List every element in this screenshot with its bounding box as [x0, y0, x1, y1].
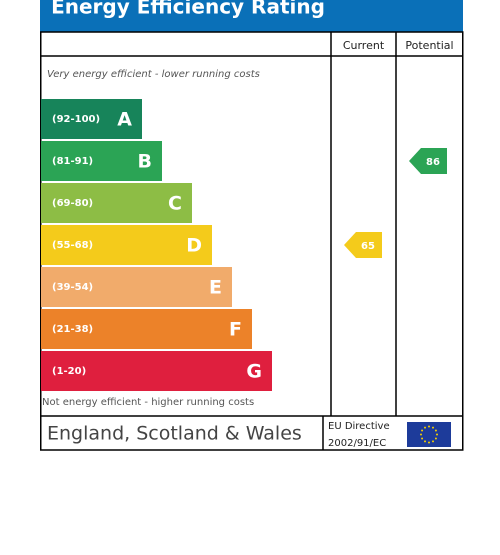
current-value: 65: [361, 241, 375, 252]
star: [428, 425, 430, 428]
star: [421, 429, 424, 432]
potential-arrow: [409, 148, 447, 174]
band-bar: [41, 267, 232, 307]
header-potential: Potential: [405, 39, 453, 52]
band-letter: B: [138, 151, 152, 173]
top-note: Very energy efficient - lower running co…: [47, 69, 260, 80]
band-range: (92-100): [52, 114, 100, 125]
band-bar: [41, 309, 252, 349]
potential-value: 86: [426, 157, 440, 168]
star: [434, 437, 437, 440]
band-bar: [41, 141, 162, 181]
star: [436, 433, 438, 436]
band-range: (1-20): [52, 366, 86, 377]
title: Energy Efficiency Rating: [51, 0, 325, 19]
band-bar: [41, 225, 212, 265]
band-bar: [41, 351, 272, 391]
title-bar: [40, 0, 463, 32]
band-letter: F: [229, 319, 242, 341]
band-range: (39-54): [52, 282, 93, 293]
band-letter: C: [168, 193, 182, 215]
star: [432, 426, 434, 429]
band-letter: G: [246, 361, 262, 383]
star: [434, 429, 437, 432]
star: [424, 440, 426, 443]
star: [424, 426, 426, 429]
band-letter: D: [186, 235, 202, 257]
directive-line1: EU Directive: [328, 421, 390, 432]
band-range: (81-91): [52, 156, 93, 167]
star: [432, 440, 434, 443]
bottom-note: Not energy efficient - higher running co…: [42, 397, 254, 408]
band-letter: E: [209, 277, 222, 299]
directive-line2: 2002/91/EC: [328, 438, 386, 449]
star: [420, 433, 422, 436]
band-letter: A: [117, 109, 132, 131]
current-arrow: [344, 232, 382, 258]
star: [428, 441, 430, 444]
band-range: (21-38): [52, 324, 93, 335]
star: [421, 437, 424, 440]
band-bar: [41, 99, 142, 139]
band-range: (55-68): [52, 240, 93, 251]
eu-stars: [420, 425, 438, 444]
header-current: Current: [343, 39, 385, 52]
band-bar: [41, 183, 192, 223]
frame: [40, 31, 464, 451]
band-range: (69-80): [52, 198, 93, 209]
footer-region: England, Scotland & Wales: [47, 423, 302, 445]
